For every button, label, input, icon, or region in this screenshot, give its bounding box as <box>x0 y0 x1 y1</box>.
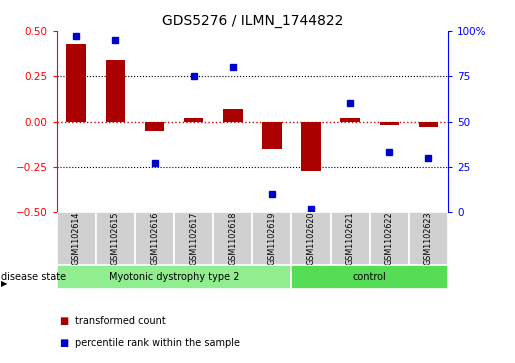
Text: GSM1102616: GSM1102616 <box>150 212 159 265</box>
Bar <box>213 212 252 265</box>
Bar <box>370 212 409 265</box>
Text: transformed count: transformed count <box>75 316 165 326</box>
Bar <box>409 212 448 265</box>
Bar <box>252 212 291 265</box>
Bar <box>57 212 96 265</box>
Text: GSM1102623: GSM1102623 <box>424 212 433 265</box>
Bar <box>96 212 135 265</box>
Text: GSM1102614: GSM1102614 <box>72 212 81 265</box>
Text: ■: ■ <box>59 338 68 348</box>
Bar <box>291 212 331 265</box>
Text: GSM1102621: GSM1102621 <box>346 212 355 265</box>
Bar <box>106 60 125 122</box>
Bar <box>419 122 438 127</box>
Bar <box>340 118 360 122</box>
Text: ■: ■ <box>59 316 68 326</box>
Text: disease state: disease state <box>1 272 66 282</box>
Text: Myotonic dystrophy type 2: Myotonic dystrophy type 2 <box>109 272 239 282</box>
Bar <box>291 265 448 289</box>
Title: GDS5276 / ILMN_1744822: GDS5276 / ILMN_1744822 <box>162 15 343 28</box>
Bar <box>145 122 164 131</box>
Text: control: control <box>353 272 387 282</box>
Bar <box>301 122 321 171</box>
Bar <box>135 212 174 265</box>
Text: ▶: ▶ <box>1 280 8 288</box>
Text: percentile rank within the sample: percentile rank within the sample <box>75 338 239 348</box>
Text: GSM1102622: GSM1102622 <box>385 212 394 265</box>
Text: GSM1102620: GSM1102620 <box>306 212 316 265</box>
Bar <box>57 265 291 289</box>
Text: GSM1102618: GSM1102618 <box>228 212 237 265</box>
Bar <box>380 122 399 125</box>
Text: GSM1102617: GSM1102617 <box>189 212 198 265</box>
Text: GSM1102615: GSM1102615 <box>111 212 120 265</box>
Bar <box>331 212 370 265</box>
Bar <box>174 212 213 265</box>
Bar <box>223 109 243 122</box>
Bar <box>66 44 86 122</box>
Text: GSM1102619: GSM1102619 <box>267 212 277 265</box>
Bar <box>184 118 203 122</box>
Bar <box>262 122 282 149</box>
